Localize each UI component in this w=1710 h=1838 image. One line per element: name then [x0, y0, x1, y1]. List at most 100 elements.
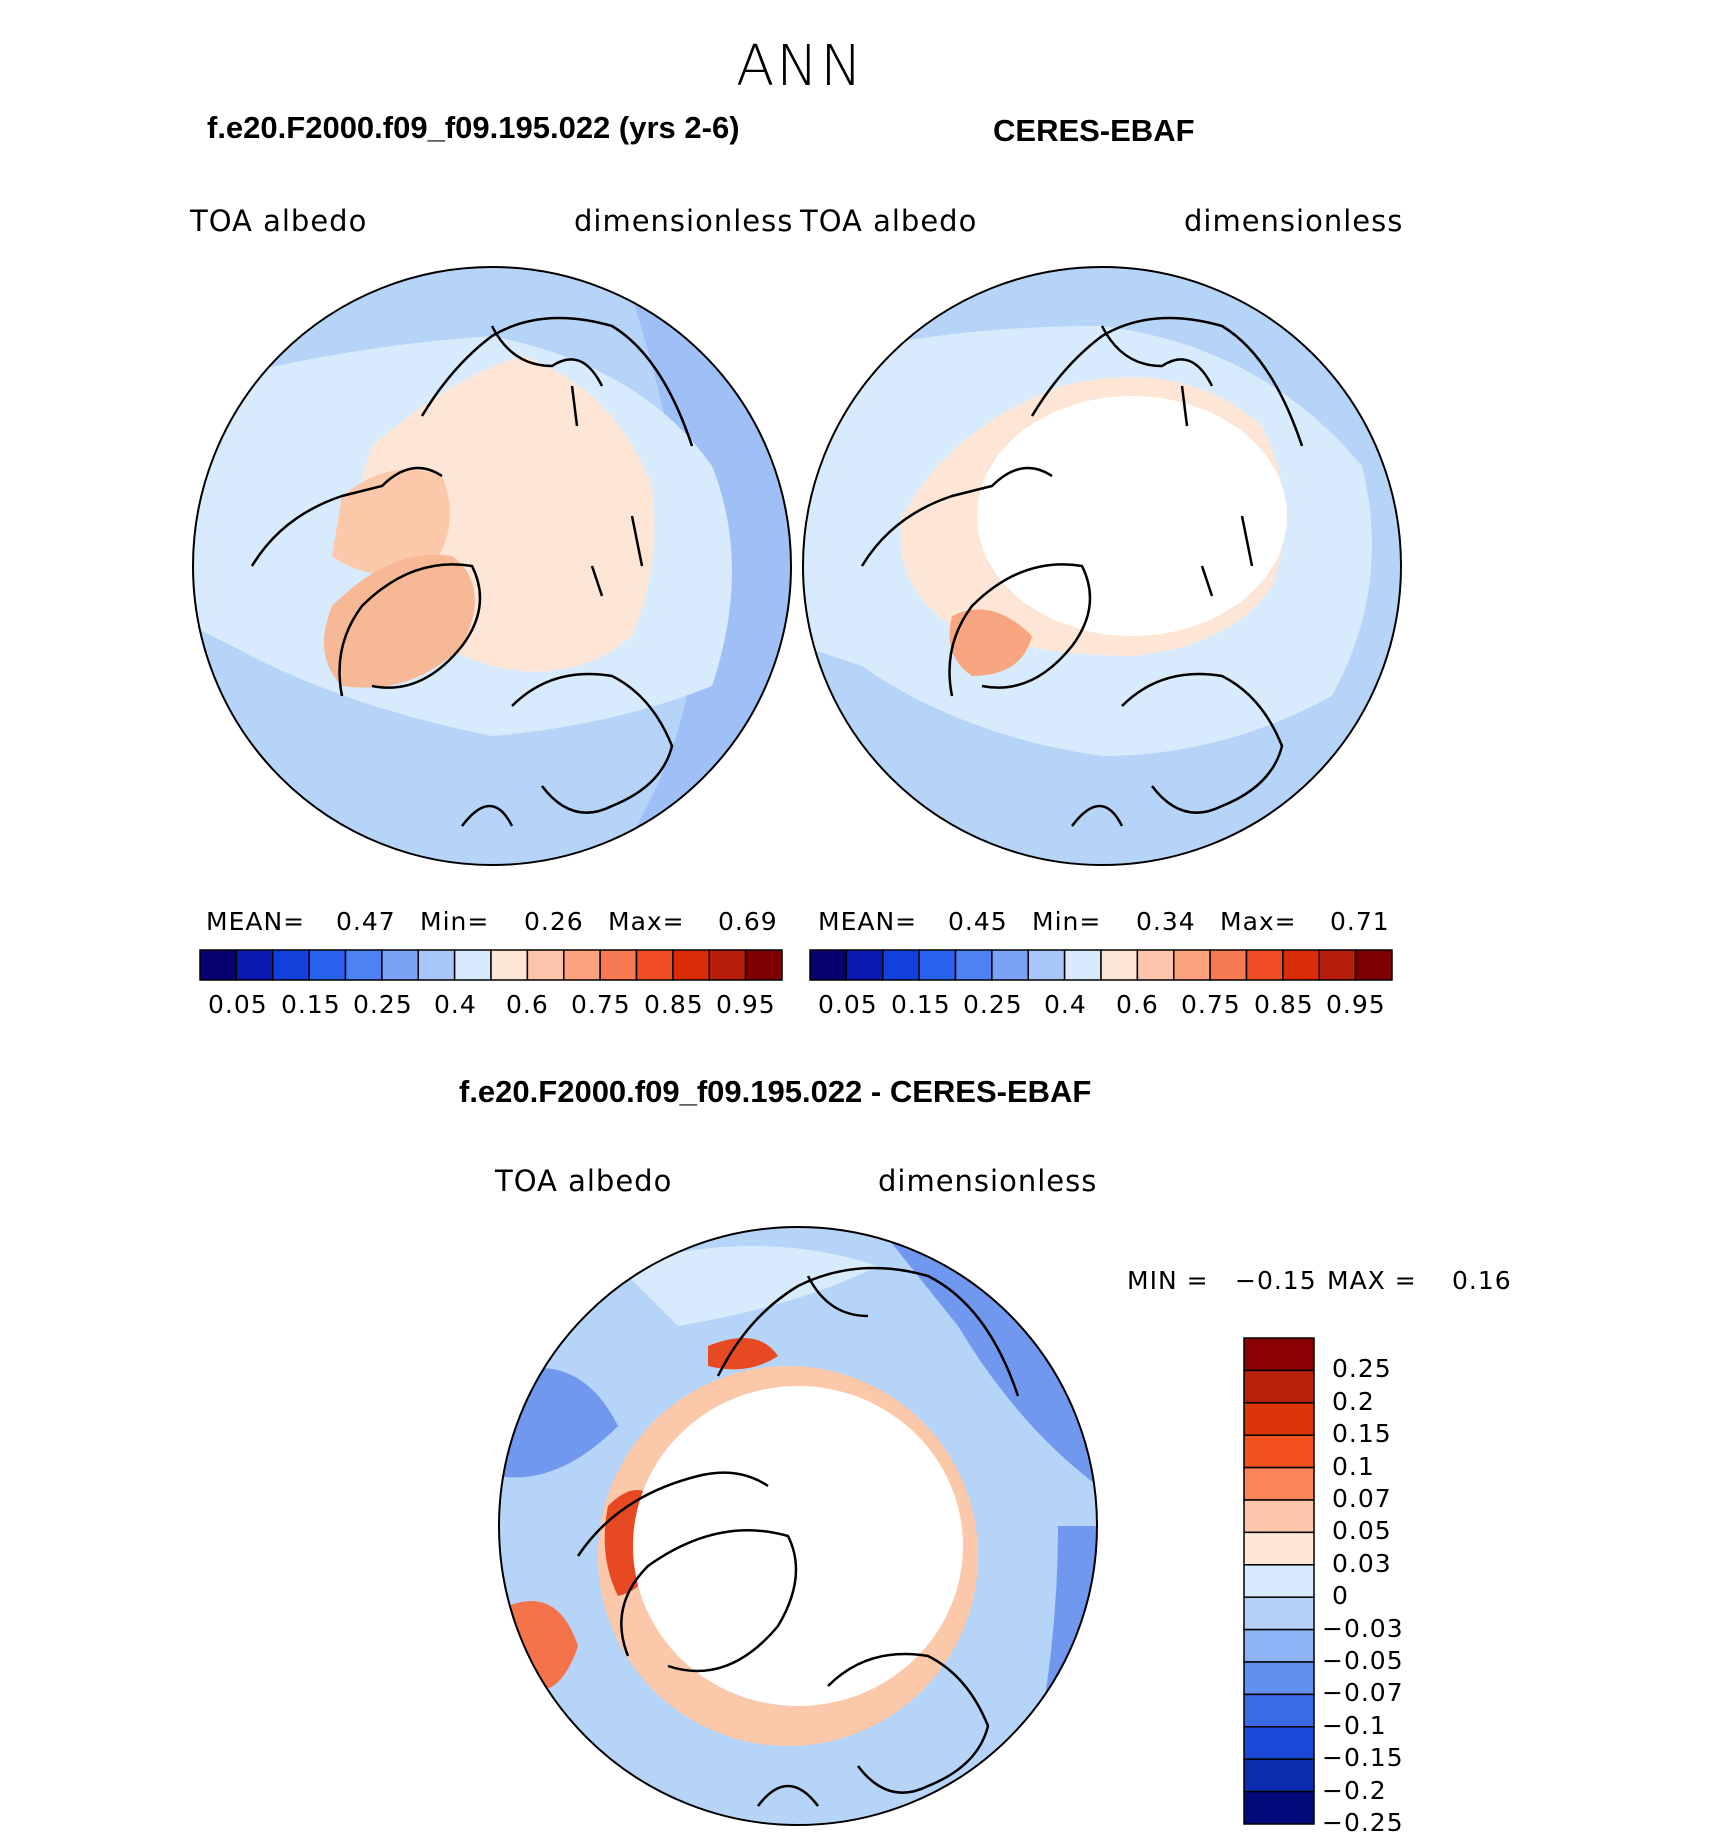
- map-difference: [498, 1226, 1098, 1826]
- colorbar-swatch: [1243, 1628, 1315, 1663]
- tick-label: 0.4: [1044, 990, 1087, 1019]
- colorbar-swatch: [1318, 949, 1357, 981]
- colorbar-swatch: [672, 949, 710, 981]
- tick-label: 0.25: [353, 990, 413, 1019]
- tick-label: 0.25: [963, 990, 1023, 1019]
- colorbar-model: [199, 949, 783, 981]
- colorbar-swatch: [1282, 949, 1320, 981]
- colorbar-swatch: [1173, 949, 1211, 981]
- colorbar-swatch: [1354, 949, 1393, 981]
- colorbar-swatch: [1136, 949, 1175, 981]
- diff-max-label: MAX =: [1327, 1266, 1417, 1295]
- tick-label: 0.85: [644, 990, 704, 1019]
- tick-label: 0.95: [716, 990, 776, 1019]
- colorbar-swatch: [744, 949, 783, 981]
- colorbar-swatch: [882, 949, 920, 981]
- colorbar-swatch: [954, 949, 993, 981]
- panel1-mean-label: MEAN=: [206, 907, 306, 936]
- colorbar-swatch: [1243, 1661, 1315, 1696]
- colorbar-swatch: [344, 949, 383, 981]
- tick-label: 0.15: [1332, 1419, 1392, 1449]
- map-missing-data: [977, 396, 1287, 636]
- panel1-min-value: 0.26: [524, 907, 584, 936]
- panel2-max-label: Max=: [1220, 907, 1297, 936]
- map-border: [192, 266, 792, 866]
- tick-label: −0.07: [1322, 1678, 1404, 1708]
- panel2-units-label: dimensionless: [1184, 204, 1404, 238]
- colorbar-swatch: [490, 949, 529, 981]
- colorbar-swatch: [308, 949, 347, 981]
- panel2-mean-value: 0.45: [948, 907, 1008, 936]
- diff-min-value: −0.15: [1235, 1266, 1317, 1295]
- colorbar-swatch: [1209, 949, 1248, 981]
- tick-label: 0.03: [1332, 1548, 1392, 1578]
- colorbar-swatch: [526, 949, 565, 981]
- colorbar-swatch: [809, 949, 848, 981]
- map-pale-region: [618, 1246, 878, 1326]
- panel1-variable-label: TOA albedo: [190, 204, 368, 238]
- tick-label: −0.05: [1322, 1646, 1404, 1675]
- tick-label: 0.07: [1332, 1484, 1392, 1513]
- colorbar-swatch: [1243, 1531, 1315, 1566]
- diff-panel-title: f.e20.F2000.f09_f09.195.022 - CERES-EBAF: [459, 1074, 1092, 1109]
- tick-label: 0.6: [506, 990, 549, 1019]
- diff-variable-label: TOA albedo: [495, 1164, 673, 1198]
- tick-label: 0.15: [891, 990, 951, 1019]
- colorbar-swatch: [1243, 1726, 1315, 1760]
- map-missing-data: [633, 1386, 963, 1706]
- tick-label: 0.1: [1332, 1451, 1375, 1481]
- colorbar-swatch: [845, 949, 884, 981]
- colorbar-swatch: [1243, 1499, 1315, 1534]
- colorbar-swatch: [1063, 949, 1102, 981]
- colorbar-swatch: [1243, 1369, 1315, 1404]
- colorbar-swatch: [453, 949, 492, 981]
- colorbar-difference: [1243, 1337, 1315, 1825]
- map-greenland-south: [949, 609, 1032, 676]
- colorbar-swatch: [235, 949, 274, 981]
- panel1-mean-value: 0.47: [336, 907, 396, 936]
- panel2-mean-label: MEAN=: [818, 907, 918, 936]
- tick-label: 0.05: [818, 990, 878, 1019]
- colorbar-swatch: [1245, 949, 1284, 981]
- map-canada-archipelago: [332, 469, 450, 574]
- colorbar-swatch: [991, 949, 1029, 981]
- colorbar-swatch: [635, 949, 674, 981]
- colorbar-swatch: [563, 949, 601, 981]
- panel1-max-label: Max=: [608, 907, 685, 936]
- tick-label: 0.95: [1326, 990, 1386, 1019]
- tick-label: 0.75: [1181, 990, 1241, 1019]
- panel1-units-label: dimensionless: [574, 204, 794, 238]
- tick-label: 0.25: [1332, 1354, 1392, 1384]
- map-border: [802, 266, 1402, 866]
- colorbar-swatch: [1243, 1434, 1315, 1469]
- colorbar-ceres: [809, 949, 1393, 981]
- tick-label: 0.85: [1254, 990, 1314, 1019]
- map-model-albedo: [192, 266, 792, 866]
- main-title: ANN: [736, 34, 865, 99]
- tick-label: −0.25: [1322, 1808, 1404, 1837]
- colorbar-swatch: [1100, 949, 1139, 981]
- panel1-title: f.e20.F2000.f09_f09.195.022 (yrs 2-6): [207, 110, 740, 145]
- colorbar-swatch: [1027, 949, 1066, 981]
- map-coastlines: [860, 316, 1304, 827]
- colorbar-swatch: [1243, 1337, 1315, 1372]
- map-greenland: [324, 554, 475, 688]
- tick-label: 0.6: [1116, 990, 1159, 1019]
- colorbar-swatch: [1243, 1564, 1315, 1598]
- tick-label: −0.03: [1322, 1613, 1404, 1643]
- colorbar-swatch: [599, 949, 638, 981]
- colorbar-swatch: [918, 949, 957, 981]
- tick-label: 0.2: [1332, 1386, 1375, 1416]
- tick-label: −0.1: [1322, 1710, 1387, 1740]
- diff-max-value: 0.16: [1452, 1266, 1512, 1295]
- colorbar-swatch: [272, 949, 310, 981]
- panel2-max-value: 0.71: [1330, 907, 1390, 936]
- panel1-min-label: Min=: [420, 907, 490, 936]
- tick-label: 0.15: [281, 990, 341, 1019]
- diff-min-label: MIN =: [1127, 1266, 1209, 1295]
- tick-label: 0.05: [208, 990, 268, 1019]
- panel1-max-value: 0.69: [718, 907, 778, 936]
- map-border: [498, 1226, 1098, 1826]
- colorbar-swatch: [708, 949, 747, 981]
